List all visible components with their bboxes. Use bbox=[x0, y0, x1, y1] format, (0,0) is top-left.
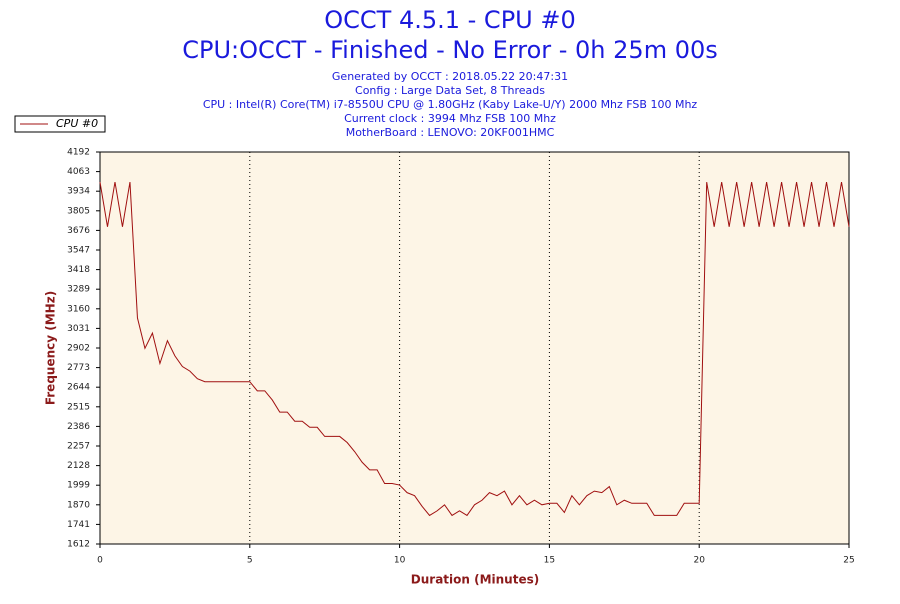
legend-label: CPU #0 bbox=[56, 117, 98, 130]
y-tick-label: 3934 bbox=[67, 187, 90, 197]
y-tick-label: 3418 bbox=[67, 265, 90, 275]
y-tick-label: 1999 bbox=[67, 481, 90, 491]
chart-subtitle: CPU:OCCT - Finished - No Error - 0h 25m … bbox=[182, 36, 718, 64]
y-tick-label: 1741 bbox=[67, 520, 90, 530]
plot-area bbox=[99, 151, 850, 545]
y-tick-label: 3160 bbox=[67, 304, 90, 314]
x-tick-label: 20 bbox=[693, 556, 705, 566]
x-tick-label: 5 bbox=[247, 556, 253, 566]
data-line bbox=[99, 182, 850, 517]
x-tick-label: 10 bbox=[394, 556, 406, 566]
y-tick-label: 2644 bbox=[67, 383, 90, 393]
y-tick-label: 1870 bbox=[67, 500, 90, 510]
y-tick-label: 3289 bbox=[67, 285, 90, 295]
info-line: Generated by OCCT : 2018.05.22 20:47:31 bbox=[332, 70, 568, 83]
x-axis-label: Duration (Minutes) bbox=[411, 573, 539, 587]
y-tick-label: 4063 bbox=[67, 167, 90, 177]
info-line: Current clock : 3994 Mhz FSB 100 Mhz bbox=[344, 112, 556, 125]
y-tick-label: 3805 bbox=[67, 206, 90, 216]
info-line: MotherBoard : LENOVO: 20KF001HMC bbox=[346, 126, 555, 139]
y-tick-label: 3676 bbox=[67, 226, 90, 236]
y-tick-label: 2902 bbox=[67, 344, 90, 354]
y-tick-label: 2515 bbox=[67, 402, 90, 412]
legend bbox=[14, 115, 106, 133]
chart-title: OCCT 4.5.1 - CPU #0 bbox=[324, 6, 575, 34]
y-tick-label: 4192 bbox=[67, 148, 90, 158]
y-tick-label: 2386 bbox=[67, 422, 90, 432]
x-tick-label: 15 bbox=[544, 556, 555, 566]
y-tick-label: 3547 bbox=[67, 246, 90, 256]
y-tick-label: 2773 bbox=[67, 363, 90, 373]
y-axis-label: Frequency (MHz) bbox=[44, 291, 58, 405]
y-tick-label: 2257 bbox=[67, 442, 90, 452]
y-tick-label: 1612 bbox=[67, 540, 90, 550]
info-line: CPU : Intel(R) Core(TM) i7-8550U CPU @ 1… bbox=[203, 98, 698, 111]
info-line: Config : Large Data Set, 8 Threads bbox=[355, 84, 545, 97]
y-tick-label: 2128 bbox=[67, 461, 90, 471]
y-tick-label: 3031 bbox=[67, 324, 90, 334]
x-tick-label: 0 bbox=[97, 556, 103, 566]
x-tick-label: 25 bbox=[843, 556, 854, 566]
